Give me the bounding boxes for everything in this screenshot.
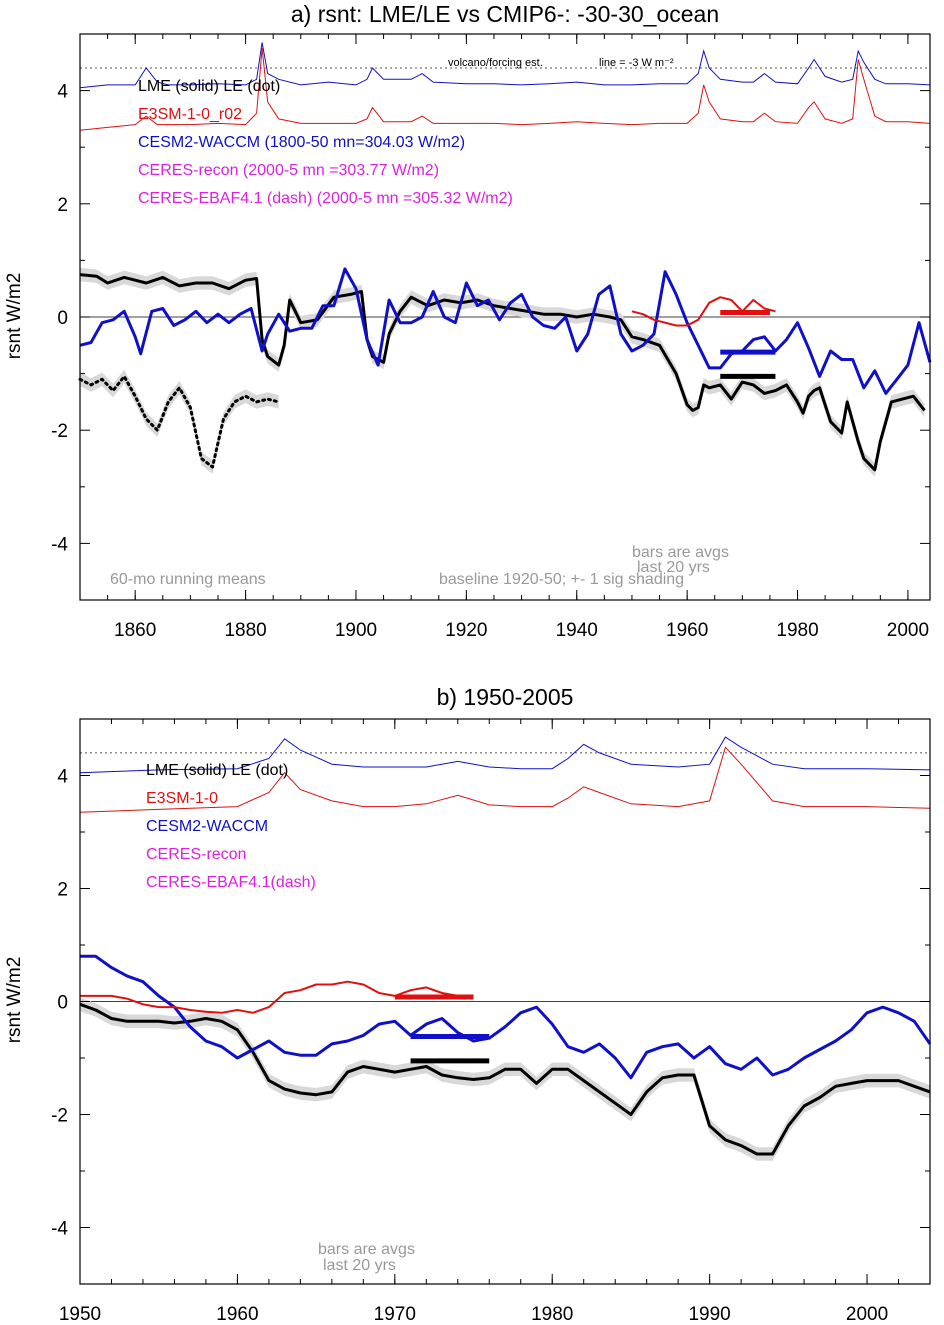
y-tick-label: -4: [51, 534, 68, 555]
forcing-line-cesm: [79, 736, 931, 774]
x-tick-label: 2000: [887, 620, 929, 641]
series-line-e3sm-solid: [80, 980, 474, 1014]
panel-b-bars-note-1: bars are avgs: [318, 1241, 415, 1258]
panel-a-legend-ceres-ebaf: CERES-EBAF4.1 (dash) (2000-5 mn =305.32 …: [138, 190, 513, 207]
y-tick-label: 4: [57, 82, 68, 103]
series-line-lme-solid: [79, 1002, 931, 1156]
y-tick-label: 2: [57, 195, 68, 216]
shading-lme: [80, 997, 930, 1161]
x-tick-label: 1990: [688, 1304, 730, 1325]
panel-a-plot: -4 -2 0 2 4 1860 1880 1900 1920 1940 1960 1980 2000: [51, 33, 932, 641]
x-tick-label: 1980: [531, 1304, 573, 1325]
series-line-cesm-solid: [80, 954, 932, 1080]
x-tick-label: 1950: [59, 1304, 101, 1325]
panel-a-volcano-label: volcano/forcing est.: [448, 57, 543, 69]
panel-a-legend-e3sm: E3SM-1-0_r02: [138, 106, 242, 123]
panel-b-legend-cesm: CESM2-WACCM: [146, 818, 268, 835]
panel-b-legend-ceres-ebaf: CERES-EBAF4.1(dash): [146, 874, 316, 891]
x-tick-label: 1860: [114, 620, 156, 641]
x-tick-label: 1960: [216, 1304, 258, 1325]
x-tick-label: 2000: [846, 1304, 888, 1325]
panel-a-legend-ceres-recon: CERES-recon (2000-5 mn =303.77 W/m2): [138, 162, 439, 179]
panel-a-baseline-note: baseline 1920-50; +- 1 sig shading: [439, 571, 684, 588]
panel-b-legend-lme: LME (solid) LE (dot): [146, 762, 288, 779]
series-line-lme-solid: [79, 273, 926, 472]
panel-b-legend-e3sm: E3SM-1-0: [146, 790, 218, 807]
series-line-e3sm-solid: [631, 296, 776, 327]
panel-b-bars-note-2: last 20 yrs: [323, 1257, 396, 1274]
shading-lme: [80, 267, 925, 477]
x-tick-label: 1960: [666, 620, 708, 641]
forcing-line-e3sm: [79, 48, 931, 131]
panel-a-legend-lme: LME (solid) LE (dot): [138, 78, 280, 95]
x-tick-label: 1880: [224, 620, 266, 641]
panel-b: b) 1950-2005 rsnt W/m2 -4 -2 0 2 4 1950 1960 19…: [4, 684, 932, 1325]
y-tick-label: 0: [57, 308, 68, 329]
panel-b-plot: -4 -2 0 2 4 1950 1960 1970 1980 1990 2000: [51, 718, 932, 1325]
panel-a: a) rsnt: LME/LE vs CMIP6-: -30-30_ocean …: [4, 1, 932, 641]
series-line-cesm-solid: [79, 267, 932, 395]
y-tick-label: -4: [51, 1219, 68, 1240]
panel-b-legend-ceres-recon: CERES-recon: [146, 846, 246, 863]
panel-a-title: a) rsnt: LME/LE vs CMIP6-: -30-30_ocean: [291, 1, 719, 27]
panel-a-bars-note-2: last 20 yrs: [637, 559, 710, 576]
panel-a-bars-note-1: bars are avgs: [632, 544, 729, 561]
panel-a-running-note: 60-mo running means: [110, 571, 266, 588]
x-tick-label: 1970: [374, 1304, 416, 1325]
y-tick-label: 0: [57, 993, 68, 1014]
panel-a-legend-cesm: CESM2-WACCM (1800-50 mn=304.03 W/m2): [138, 134, 465, 151]
x-tick-label: 1940: [556, 620, 598, 641]
y-tick-label: -2: [51, 421, 68, 442]
shading-lme: [80, 369, 279, 474]
panel-a-ylabel: rsnt W/m2: [4, 273, 25, 360]
series-line-lme-dot: [78, 374, 281, 469]
forcing-line-cesm: [79, 42, 931, 89]
panel-b-ylabel: rsnt W/m2: [4, 957, 25, 1044]
forcing-line-e3sm: [79, 746, 931, 813]
x-tick-label: 1920: [445, 620, 487, 641]
y-tick-label: -2: [51, 1106, 68, 1127]
y-tick-label: 2: [57, 880, 68, 901]
x-tick-label: 1900: [335, 620, 377, 641]
y-tick-label: 4: [57, 767, 68, 788]
x-tick-label: 1980: [776, 620, 818, 641]
panel-a-line-label: line = -3 W m⁻²: [599, 57, 674, 69]
panel-b-title: b) 1950-2005: [437, 684, 574, 710]
